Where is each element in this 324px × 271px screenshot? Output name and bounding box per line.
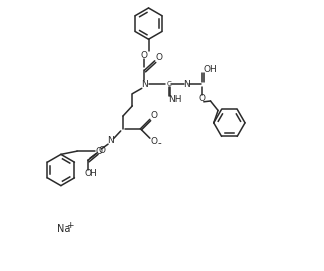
Text: NH: NH	[168, 95, 181, 104]
Text: O: O	[151, 137, 158, 146]
Text: O: O	[98, 146, 105, 154]
Text: +: +	[66, 221, 74, 230]
Text: O: O	[156, 53, 163, 62]
Text: O: O	[95, 147, 102, 156]
Text: O: O	[199, 94, 206, 103]
Text: N: N	[107, 136, 114, 146]
Text: O: O	[151, 111, 158, 120]
Text: -: -	[158, 138, 162, 148]
Text: O: O	[84, 169, 91, 178]
Text: N: N	[183, 80, 190, 89]
Text: H: H	[209, 65, 216, 74]
Text: H: H	[89, 169, 96, 178]
Text: C: C	[166, 81, 171, 87]
Text: N: N	[141, 80, 148, 89]
Text: O: O	[141, 51, 148, 60]
Text: O: O	[204, 65, 211, 74]
Text: Na: Na	[57, 224, 70, 234]
